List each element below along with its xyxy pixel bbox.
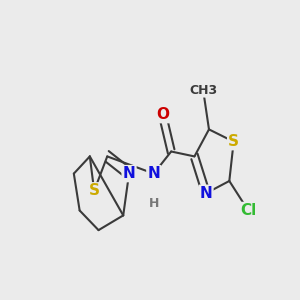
- Text: H: H: [148, 196, 159, 210]
- Text: S: S: [228, 134, 239, 149]
- Text: S: S: [89, 183, 100, 198]
- Text: N: N: [147, 166, 160, 181]
- Text: O: O: [156, 107, 169, 122]
- Text: Cl: Cl: [240, 203, 256, 218]
- Text: N: N: [123, 166, 135, 181]
- Text: CH3: CH3: [189, 84, 217, 97]
- Text: N: N: [200, 186, 212, 201]
